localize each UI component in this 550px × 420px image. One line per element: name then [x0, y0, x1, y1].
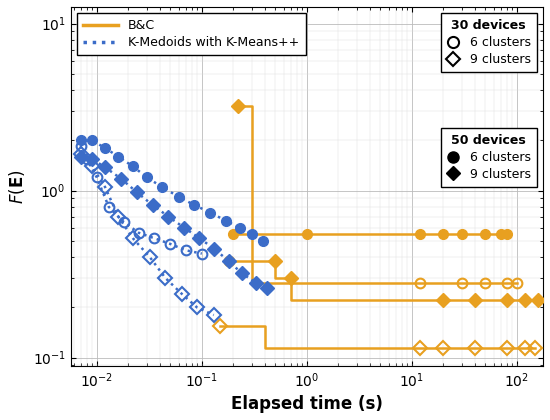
- X-axis label: Elapsed time (s): Elapsed time (s): [231, 395, 383, 413]
- Y-axis label: $F(\mathbf{E})$: $F(\mathbf{E})$: [7, 169, 27, 204]
- Legend: 6 clusters, 9 clusters: 6 clusters, 9 clusters: [441, 128, 537, 187]
